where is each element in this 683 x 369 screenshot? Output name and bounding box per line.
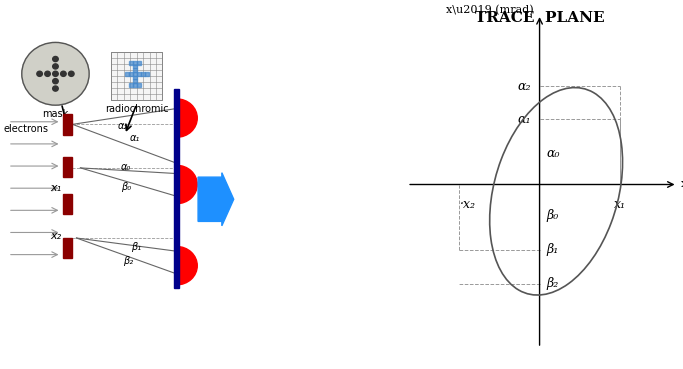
Text: β₀: β₀ — [546, 209, 559, 223]
Circle shape — [45, 71, 51, 76]
Circle shape — [53, 79, 58, 84]
Text: α₁: α₁ — [517, 113, 531, 125]
Bar — [133, 61, 137, 65]
Text: ·x₂: ·x₂ — [460, 198, 476, 211]
Text: x (mm): x (mm) — [681, 179, 683, 190]
Bar — [133, 79, 137, 83]
Bar — [111, 52, 163, 100]
Text: x₁: x₁ — [614, 198, 626, 211]
Bar — [137, 72, 141, 76]
Circle shape — [61, 71, 66, 76]
Bar — [133, 76, 137, 79]
Text: β₂: β₂ — [123, 256, 133, 266]
Text: α₂: α₂ — [517, 80, 531, 93]
Text: β₀: β₀ — [121, 182, 131, 192]
Text: TRACE  PLANE: TRACE PLANE — [475, 11, 604, 25]
Text: mask: mask — [42, 109, 68, 119]
Text: radiochromic: radiochromic — [105, 104, 169, 114]
Bar — [64, 238, 72, 258]
Bar — [137, 61, 141, 65]
Text: α₁: α₁ — [130, 133, 140, 143]
Bar — [64, 114, 72, 135]
Circle shape — [68, 71, 74, 76]
Wedge shape — [177, 165, 197, 204]
FancyArrow shape — [198, 173, 234, 226]
Bar — [125, 72, 128, 76]
Bar — [64, 194, 72, 214]
Text: α₀: α₀ — [546, 146, 559, 160]
Circle shape — [53, 64, 58, 69]
Bar — [128, 61, 133, 65]
Text: x₁: x₁ — [51, 183, 61, 193]
Text: β₁: β₁ — [130, 242, 141, 252]
Text: β₂: β₂ — [546, 277, 559, 290]
Text: α₂: α₂ — [117, 121, 128, 131]
Bar — [133, 72, 137, 76]
Bar — [141, 72, 145, 76]
Circle shape — [53, 71, 58, 76]
Bar — [133, 83, 137, 87]
Circle shape — [53, 86, 58, 91]
Circle shape — [53, 56, 58, 62]
Bar — [174, 89, 179, 288]
Circle shape — [22, 42, 89, 105]
Text: electrons: electrons — [4, 124, 49, 134]
Wedge shape — [177, 246, 197, 285]
Text: x\u2019 (mrad): x\u2019 (mrad) — [447, 5, 534, 15]
Text: β₁: β₁ — [546, 244, 559, 256]
Bar — [145, 72, 148, 76]
Bar — [128, 72, 133, 76]
Bar — [133, 65, 137, 68]
Text: α₀: α₀ — [121, 162, 131, 172]
Text: x₂: x₂ — [51, 231, 61, 241]
Bar — [64, 157, 72, 177]
Circle shape — [37, 71, 42, 76]
Bar — [137, 83, 141, 87]
Wedge shape — [177, 99, 197, 137]
Bar — [128, 83, 133, 87]
Bar — [133, 68, 137, 72]
